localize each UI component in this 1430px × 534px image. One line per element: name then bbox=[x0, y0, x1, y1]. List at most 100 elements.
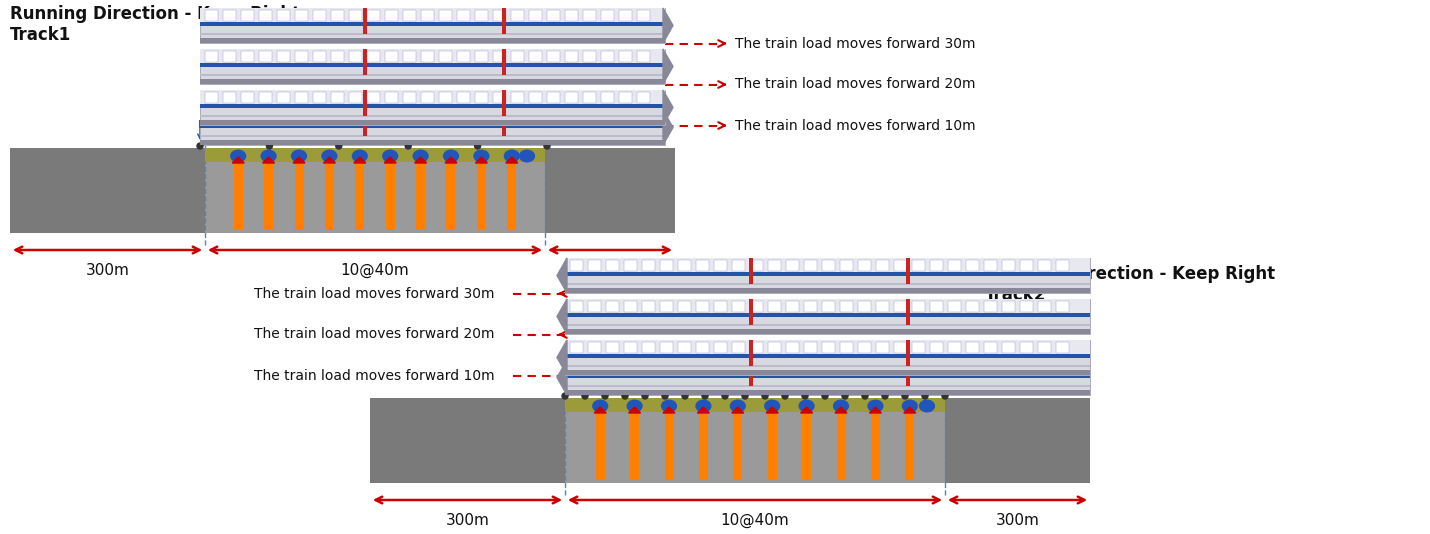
Bar bbox=[545, 148, 675, 233]
Bar bbox=[588, 362, 601, 373]
Bar bbox=[233, 162, 243, 230]
Ellipse shape bbox=[764, 399, 781, 412]
Circle shape bbox=[802, 393, 808, 399]
Bar bbox=[403, 51, 416, 62]
Bar bbox=[511, 112, 523, 123]
Bar bbox=[529, 51, 542, 62]
Bar bbox=[877, 342, 889, 353]
Bar bbox=[565, 340, 1090, 375]
Bar bbox=[912, 342, 925, 353]
Bar bbox=[565, 360, 1090, 395]
Ellipse shape bbox=[868, 399, 884, 412]
Bar bbox=[565, 313, 1090, 317]
Bar bbox=[508, 162, 516, 230]
Circle shape bbox=[622, 393, 628, 399]
Bar bbox=[894, 362, 907, 373]
Bar bbox=[204, 162, 545, 233]
Bar bbox=[858, 362, 871, 373]
Circle shape bbox=[862, 393, 868, 399]
Polygon shape bbox=[664, 110, 674, 145]
Polygon shape bbox=[558, 360, 568, 395]
Bar bbox=[565, 374, 1090, 378]
Bar bbox=[313, 112, 326, 123]
Bar bbox=[768, 260, 781, 271]
Bar bbox=[623, 362, 636, 373]
Bar bbox=[565, 398, 945, 412]
Circle shape bbox=[742, 393, 748, 399]
Ellipse shape bbox=[519, 150, 535, 162]
Bar bbox=[259, 51, 272, 62]
Bar bbox=[529, 112, 542, 123]
Bar bbox=[493, 92, 506, 103]
Bar bbox=[661, 342, 674, 353]
Bar bbox=[912, 260, 925, 271]
Bar bbox=[529, 92, 542, 103]
Ellipse shape bbox=[902, 399, 918, 412]
Bar bbox=[363, 110, 366, 136]
Bar bbox=[200, 90, 665, 104]
Polygon shape bbox=[629, 407, 641, 413]
Ellipse shape bbox=[832, 399, 849, 412]
Bar bbox=[822, 342, 835, 353]
Polygon shape bbox=[558, 258, 568, 293]
Bar bbox=[200, 8, 665, 43]
Bar bbox=[565, 282, 1090, 285]
Bar bbox=[502, 8, 506, 34]
Circle shape bbox=[602, 393, 608, 399]
Bar bbox=[714, 342, 726, 353]
Bar bbox=[325, 162, 333, 230]
Text: 300m: 300m bbox=[588, 263, 632, 278]
Bar bbox=[363, 90, 366, 116]
Bar bbox=[439, 10, 452, 21]
Circle shape bbox=[942, 393, 948, 399]
Text: The train load moves forward 20m: The train load moves forward 20m bbox=[255, 327, 495, 342]
Polygon shape bbox=[664, 90, 674, 125]
Bar bbox=[696, 301, 709, 312]
Bar bbox=[385, 51, 398, 62]
Bar bbox=[548, 92, 561, 103]
Polygon shape bbox=[323, 157, 336, 163]
Bar bbox=[565, 390, 1090, 395]
Bar bbox=[631, 412, 639, 480]
Bar bbox=[349, 92, 362, 103]
Bar bbox=[313, 51, 326, 62]
Bar bbox=[565, 384, 1090, 387]
Bar bbox=[678, 362, 691, 373]
Bar bbox=[313, 92, 326, 103]
Bar bbox=[1002, 342, 1015, 353]
Ellipse shape bbox=[230, 150, 246, 162]
Bar bbox=[768, 301, 781, 312]
Text: The train load moves forward 20m: The train load moves forward 20m bbox=[735, 77, 975, 91]
Polygon shape bbox=[732, 407, 744, 413]
Bar bbox=[858, 260, 871, 271]
Bar bbox=[787, 260, 799, 271]
Bar bbox=[420, 51, 433, 62]
Text: The train load moves forward 30m: The train load moves forward 30m bbox=[735, 36, 975, 51]
Bar bbox=[242, 92, 255, 103]
Bar bbox=[678, 301, 691, 312]
Bar bbox=[1020, 342, 1032, 353]
Bar bbox=[948, 362, 961, 373]
Bar bbox=[200, 74, 665, 76]
Bar bbox=[200, 8, 665, 22]
Bar bbox=[1020, 301, 1032, 312]
Bar bbox=[571, 260, 583, 271]
Ellipse shape bbox=[473, 150, 489, 162]
Bar bbox=[1002, 362, 1015, 373]
Bar bbox=[242, 112, 255, 123]
Bar bbox=[714, 260, 726, 271]
Circle shape bbox=[562, 393, 568, 399]
Bar bbox=[601, 112, 613, 123]
Bar bbox=[511, 51, 523, 62]
Bar bbox=[696, 260, 709, 271]
Bar bbox=[368, 112, 380, 123]
Bar bbox=[548, 51, 561, 62]
Bar bbox=[732, 260, 745, 271]
Bar bbox=[1055, 260, 1070, 271]
Bar bbox=[596, 412, 605, 480]
Bar bbox=[200, 110, 665, 124]
Ellipse shape bbox=[382, 150, 399, 162]
Bar bbox=[822, 362, 835, 373]
Bar bbox=[571, 301, 583, 312]
Bar bbox=[223, 51, 236, 62]
